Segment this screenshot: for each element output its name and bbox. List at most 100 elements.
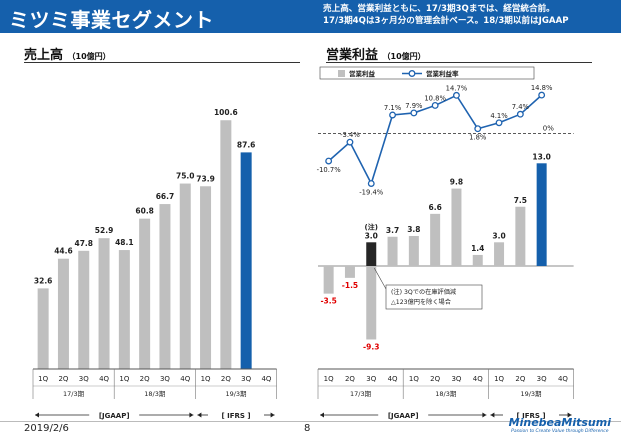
period-label: 19/3期 <box>520 390 542 398</box>
margin-value-label: 7.1% <box>384 104 402 112</box>
tick-label: 4Q <box>388 375 398 383</box>
sales-unit: （10億円） <box>67 52 111 61</box>
profit-bar <box>408 235 419 266</box>
margin-point <box>495 119 503 127</box>
margin-point <box>325 157 333 165</box>
profit-title-rule <box>326 62 592 63</box>
sales-bar <box>220 120 232 369</box>
sales-value-label: 66.7 <box>156 192 175 201</box>
profit-bar <box>323 266 334 294</box>
sales-value-label: 87.6 <box>237 140 256 149</box>
tick-label: 3Q <box>160 375 170 383</box>
profit-bar <box>536 163 547 266</box>
margin-value-label: 4.1% <box>490 112 508 120</box>
tick-label: 2Q <box>221 375 231 383</box>
sales-bar <box>78 250 90 369</box>
margin-point <box>538 91 546 99</box>
sales-value-label: 75.0 <box>176 172 195 181</box>
profit-value-label: 3.7 <box>386 226 399 235</box>
tick-label: 3Q <box>366 375 376 383</box>
profit-value-label: -3.5 <box>320 297 336 306</box>
margin-value-label: -10.7% <box>317 166 342 174</box>
period-label: 17/3期 <box>350 390 372 398</box>
profit-bar <box>366 266 377 340</box>
period-label: 18/3期 <box>144 390 166 398</box>
sales-value-label: 44.6 <box>54 247 73 256</box>
legend-bar-swatch <box>338 70 345 77</box>
sales-bar <box>57 258 69 369</box>
sales-value-label: 60.8 <box>135 207 154 216</box>
profit-unit: （10億円） <box>382 52 426 61</box>
sales-title-text: 売上高 <box>24 48 64 63</box>
period-label: 17/3期 <box>63 390 85 398</box>
sales-bar <box>240 152 252 369</box>
tick-label: 3Q <box>451 375 461 383</box>
standard-label: [JGAAP] <box>388 412 419 420</box>
tick-label: 4Q <box>99 375 109 383</box>
profit-value-label: 13.0 <box>532 152 551 161</box>
sales-value-label: 73.9 <box>196 174 215 183</box>
sales-bar <box>98 238 110 369</box>
note-line: (注) 3Qでの在庫評価減 <box>391 288 457 296</box>
sales-value-label: 100.6 <box>214 108 238 117</box>
tick-label: 4Q <box>558 375 568 383</box>
sales-bar <box>37 288 49 369</box>
tick-label: 2Q <box>140 375 150 383</box>
margin-point <box>474 125 482 133</box>
profit-value-label: 7.5 <box>514 196 527 205</box>
sales-value-label: 48.1 <box>115 238 134 247</box>
profit-title: 営業利益 （10億円） <box>326 44 426 63</box>
margin-value-label: 14.7% <box>446 84 468 92</box>
logo-tagline: Passion to Create Value through Differen… <box>511 429 609 434</box>
profit-bar <box>344 266 355 278</box>
footer-rule <box>0 421 621 422</box>
margin-value-label: 7.9% <box>405 102 423 110</box>
tick-label: 1Q <box>38 375 48 383</box>
sales-title: 売上高 （10億円） <box>24 44 111 63</box>
margin-value-label: -19.4% <box>359 189 384 197</box>
profit-bar <box>472 254 483 266</box>
margin-value-label: -3.4% <box>340 131 360 139</box>
sales-bar <box>179 183 191 369</box>
profit-value-label: 6.6 <box>429 203 442 212</box>
note-line: △123億円を除く場合 <box>391 298 451 306</box>
tick-label: 1Q <box>324 375 334 383</box>
profit-bar <box>430 213 441 266</box>
margin-value-label: 10.8% <box>424 94 446 102</box>
page-title: ミツミ事業セグメント <box>9 8 214 32</box>
note-leader-line <box>373 267 387 290</box>
margin-point <box>453 91 460 99</box>
profit-bar <box>515 206 526 266</box>
page-number: 8 <box>304 423 311 434</box>
sales-value-label: 32.6 <box>34 276 53 285</box>
margin-value-label: 14.8% <box>531 84 553 92</box>
tick-label: 2Q <box>430 375 440 383</box>
standard-arrowhead <box>320 412 324 418</box>
profit-bar <box>451 188 462 266</box>
tick-label: 2Q <box>58 375 68 383</box>
profit-value-label: 3.8 <box>407 225 420 234</box>
legend-box <box>319 66 535 80</box>
company-logo: MinebeaMitsumi Passion to Create Value t… <box>509 417 611 435</box>
legend-line-marker <box>408 70 416 77</box>
standard-arrowhead <box>490 412 495 418</box>
period-label: 19/3期 <box>225 390 247 398</box>
tick-label: 2Q <box>515 375 525 383</box>
tick-label: 4Q <box>180 375 190 383</box>
header-note-line: 売上高、営業利益ともに、17/3期3Qまでは、経営統合前。 <box>323 4 555 14</box>
legend-bar-label: 営業利益 <box>349 69 376 78</box>
profit-title-text: 営業利益 <box>326 48 379 63</box>
profit-value-label: -1.5 <box>342 281 358 290</box>
tick-label: 1Q <box>119 375 129 383</box>
tick-label: 3Q <box>79 375 89 383</box>
legend-line-label: 営業利益率 <box>426 69 459 78</box>
profit-overlay-bar <box>366 242 377 266</box>
header-bar: ミツミ事業セグメント 売上高、営業利益ともに、17/3期3Qまでは、経営統合前。… <box>0 0 621 33</box>
margin-point <box>431 101 439 109</box>
margin-zero-label: 0% <box>543 124 554 132</box>
period-label: 18/3期 <box>435 390 457 398</box>
footer-date: 2019/2/6 <box>24 423 69 434</box>
tick-label: 3Q <box>241 375 251 383</box>
margin-value-label: 1.8% <box>469 134 487 142</box>
